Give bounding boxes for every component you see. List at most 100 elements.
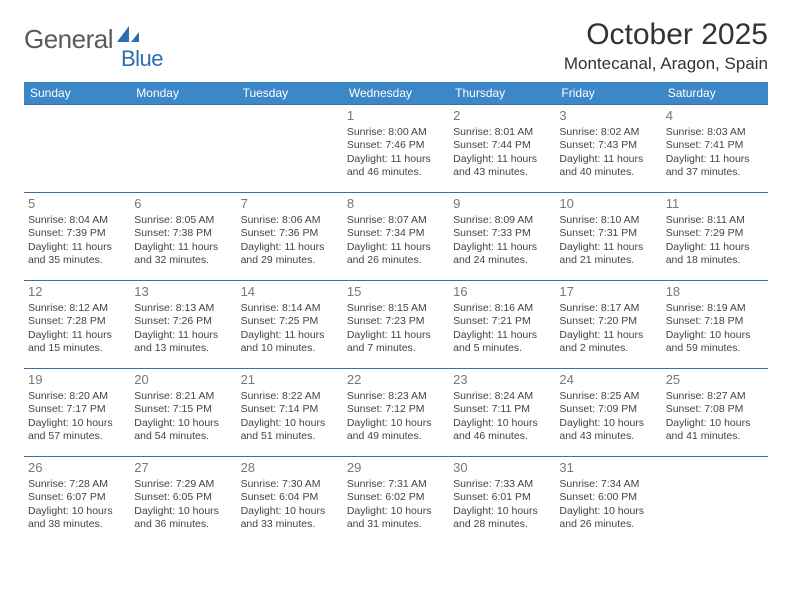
day-number: 25 [666,372,764,389]
sunrise-line: Sunrise: 7:31 AM [347,478,445,491]
daylight-line: Daylight: 11 hours and 10 minutes. [241,329,339,356]
sunrise-line: Sunrise: 7:28 AM [28,478,126,491]
daylight-line: Daylight: 10 hours and 28 minutes. [453,505,551,532]
daylight-line: Daylight: 10 hours and 41 minutes. [666,417,764,444]
day-number: 3 [559,108,657,125]
daylight-line: Daylight: 10 hours and 46 minutes. [453,417,551,444]
daylight-line: Daylight: 11 hours and 29 minutes. [241,241,339,268]
calendar-cell: 25Sunrise: 8:27 AMSunset: 7:08 PMDayligh… [662,368,768,456]
day-number: 27 [134,460,232,477]
daylight-line: Daylight: 11 hours and 21 minutes. [559,241,657,268]
sun-info: Sunrise: 8:10 AMSunset: 7:31 PMDaylight:… [559,214,657,268]
sunrise-line: Sunrise: 8:09 AM [453,214,551,227]
sun-info: Sunrise: 8:20 AMSunset: 7:17 PMDaylight:… [28,390,126,444]
sunset-line: Sunset: 7:29 PM [666,227,764,240]
brand-name-part2: Blue [121,46,163,72]
sun-info: Sunrise: 7:28 AMSunset: 6:07 PMDaylight:… [28,478,126,532]
weekday-header: Sunday [24,82,130,104]
brand-name-part1: General [24,24,113,55]
weekday-header: Monday [130,82,236,104]
day-number: 23 [453,372,551,389]
calendar-cell: 7Sunrise: 8:06 AMSunset: 7:36 PMDaylight… [237,192,343,280]
day-number: 5 [28,196,126,213]
daylight-line: Daylight: 10 hours and 57 minutes. [28,417,126,444]
calendar-cell: 27Sunrise: 7:29 AMSunset: 6:05 PMDayligh… [130,456,236,544]
sunrise-line: Sunrise: 8:13 AM [134,302,232,315]
sun-info: Sunrise: 8:05 AMSunset: 7:38 PMDaylight:… [134,214,232,268]
sunrise-line: Sunrise: 8:21 AM [134,390,232,403]
day-number: 26 [28,460,126,477]
sunrise-line: Sunrise: 8:07 AM [347,214,445,227]
daylight-line: Daylight: 11 hours and 5 minutes. [453,329,551,356]
calendar-cell: 28Sunrise: 7:30 AMSunset: 6:04 PMDayligh… [237,456,343,544]
sunrise-line: Sunrise: 8:10 AM [559,214,657,227]
calendar-cell: 29Sunrise: 7:31 AMSunset: 6:02 PMDayligh… [343,456,449,544]
sunrise-line: Sunrise: 8:00 AM [347,126,445,139]
sun-info: Sunrise: 7:33 AMSunset: 6:01 PMDaylight:… [453,478,551,532]
sunrise-line: Sunrise: 8:02 AM [559,126,657,139]
sunset-line: Sunset: 7:46 PM [347,139,445,152]
sunset-line: Sunset: 7:44 PM [453,139,551,152]
day-number: 11 [666,196,764,213]
day-number: 21 [241,372,339,389]
daylight-line: Daylight: 10 hours and 38 minutes. [28,505,126,532]
sunrise-line: Sunrise: 7:29 AM [134,478,232,491]
sunrise-line: Sunrise: 8:01 AM [453,126,551,139]
weekday-header: Saturday [662,82,768,104]
calendar-cell-blank [24,104,130,192]
daylight-line: Daylight: 10 hours and 26 minutes. [559,505,657,532]
sunrise-line: Sunrise: 8:27 AM [666,390,764,403]
weekday-header: Thursday [449,82,555,104]
sun-info: Sunrise: 7:29 AMSunset: 6:05 PMDaylight:… [134,478,232,532]
calendar-cell-blank [237,104,343,192]
sunrise-line: Sunrise: 8:20 AM [28,390,126,403]
calendar-cell: 14Sunrise: 8:14 AMSunset: 7:25 PMDayligh… [237,280,343,368]
sun-info: Sunrise: 8:16 AMSunset: 7:21 PMDaylight:… [453,302,551,356]
brand-logo: General Blue [24,18,163,72]
sun-info: Sunrise: 8:14 AMSunset: 7:25 PMDaylight:… [241,302,339,356]
calendar-cell: 6Sunrise: 8:05 AMSunset: 7:38 PMDaylight… [130,192,236,280]
day-number: 14 [241,284,339,301]
sunrise-line: Sunrise: 8:22 AM [241,390,339,403]
daylight-line: Daylight: 11 hours and 37 minutes. [666,153,764,180]
day-number: 6 [134,196,232,213]
day-number: 9 [453,196,551,213]
sunrise-line: Sunrise: 8:05 AM [134,214,232,227]
sun-info: Sunrise: 8:24 AMSunset: 7:11 PMDaylight:… [453,390,551,444]
sunrise-line: Sunrise: 8:04 AM [28,214,126,227]
calendar-cell: 9Sunrise: 8:09 AMSunset: 7:33 PMDaylight… [449,192,555,280]
daylight-line: Daylight: 11 hours and 24 minutes. [453,241,551,268]
sun-info: Sunrise: 8:15 AMSunset: 7:23 PMDaylight:… [347,302,445,356]
sunrise-line: Sunrise: 8:14 AM [241,302,339,315]
sunset-line: Sunset: 6:05 PM [134,491,232,504]
sunset-line: Sunset: 6:01 PM [453,491,551,504]
sun-info: Sunrise: 7:30 AMSunset: 6:04 PMDaylight:… [241,478,339,532]
day-number: 28 [241,460,339,477]
sunset-line: Sunset: 7:09 PM [559,403,657,416]
sun-info: Sunrise: 8:11 AMSunset: 7:29 PMDaylight:… [666,214,764,268]
daylight-line: Daylight: 11 hours and 46 minutes. [347,153,445,180]
sunrise-line: Sunrise: 8:17 AM [559,302,657,315]
sunset-line: Sunset: 6:04 PM [241,491,339,504]
sun-info: Sunrise: 8:25 AMSunset: 7:09 PMDaylight:… [559,390,657,444]
daylight-line: Daylight: 11 hours and 43 minutes. [453,153,551,180]
day-number: 10 [559,196,657,213]
day-number: 18 [666,284,764,301]
sunset-line: Sunset: 7:21 PM [453,315,551,328]
sun-info: Sunrise: 8:19 AMSunset: 7:18 PMDaylight:… [666,302,764,356]
sunset-line: Sunset: 7:17 PM [28,403,126,416]
day-number: 29 [347,460,445,477]
daylight-line: Daylight: 11 hours and 40 minutes. [559,153,657,180]
sun-info: Sunrise: 8:03 AMSunset: 7:41 PMDaylight:… [666,126,764,180]
sun-info: Sunrise: 8:17 AMSunset: 7:20 PMDaylight:… [559,302,657,356]
daylight-line: Daylight: 11 hours and 7 minutes. [347,329,445,356]
day-number: 2 [453,108,551,125]
sun-info: Sunrise: 8:06 AMSunset: 7:36 PMDaylight:… [241,214,339,268]
sunrise-line: Sunrise: 8:25 AM [559,390,657,403]
daylight-line: Daylight: 10 hours and 43 minutes. [559,417,657,444]
sunrise-line: Sunrise: 8:24 AM [453,390,551,403]
sunset-line: Sunset: 7:26 PM [134,315,232,328]
calendar-cell: 16Sunrise: 8:16 AMSunset: 7:21 PMDayligh… [449,280,555,368]
daylight-line: Daylight: 10 hours and 49 minutes. [347,417,445,444]
calendar-cell: 2Sunrise: 8:01 AMSunset: 7:44 PMDaylight… [449,104,555,192]
